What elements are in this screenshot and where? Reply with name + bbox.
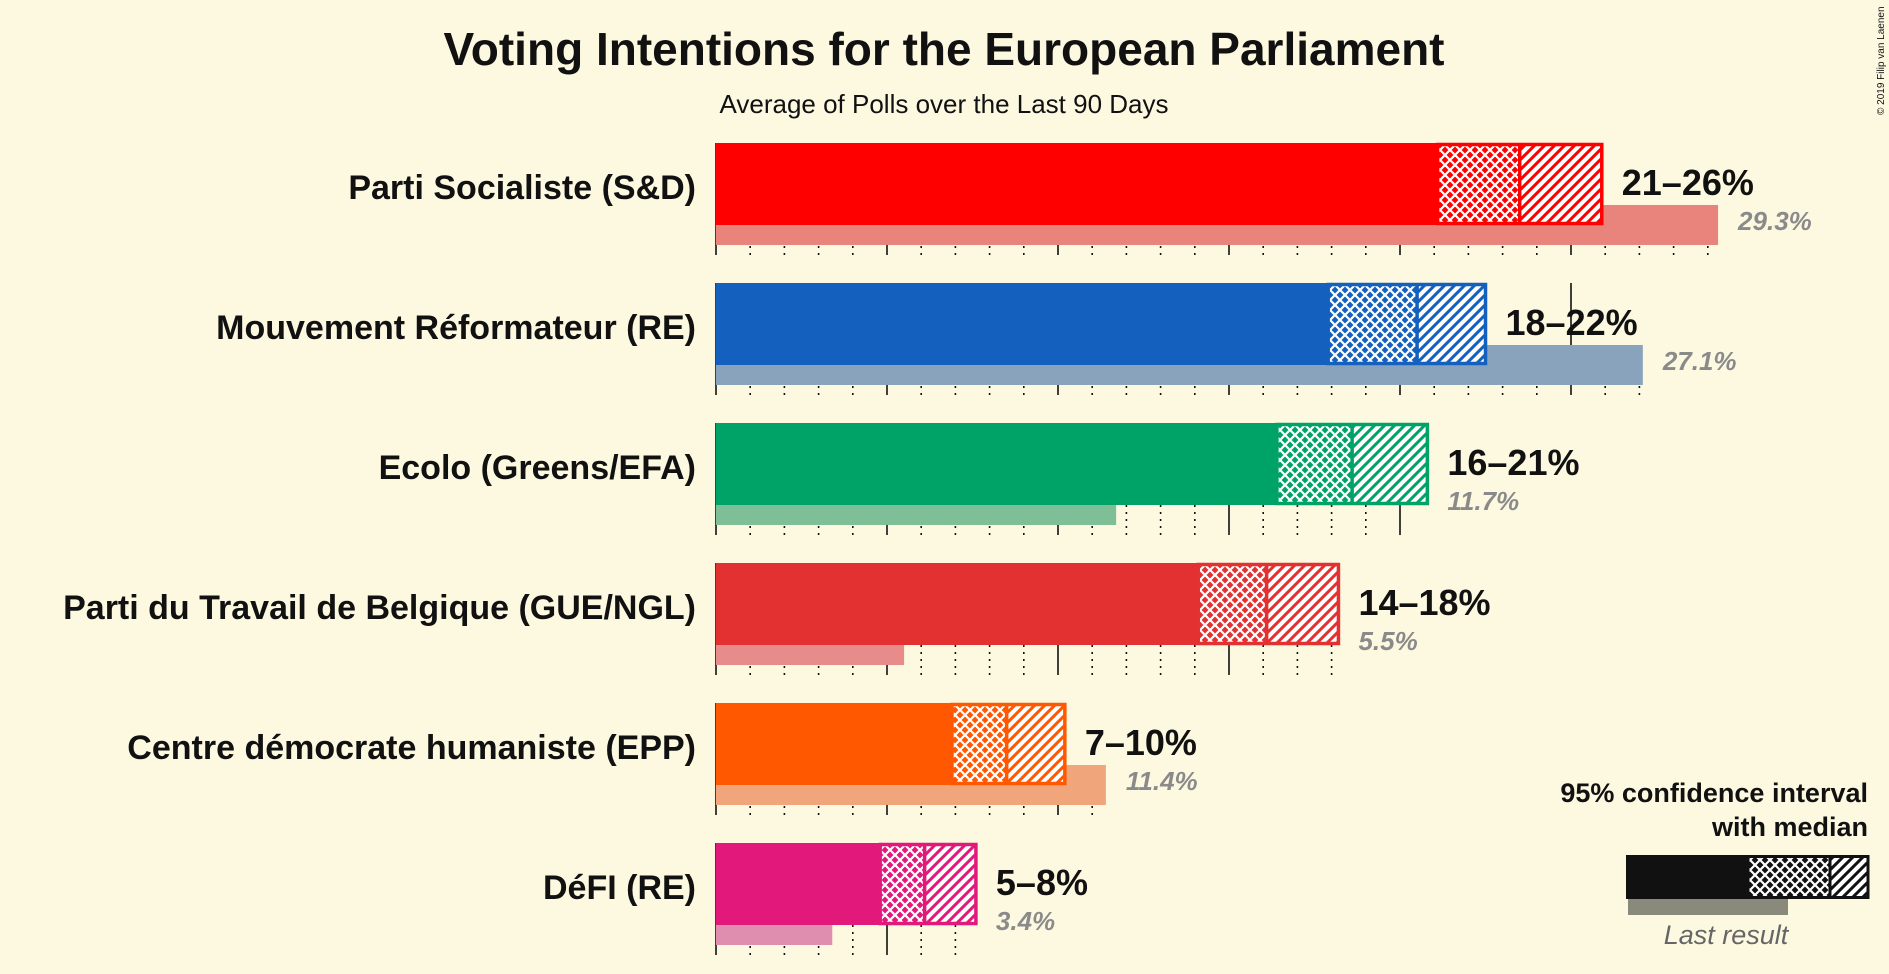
ci-upper-half-parti-socialiste-s-d xyxy=(1519,143,1602,225)
last-result-label-parti-du-travail-de-belgique-gue-ngl: 5.5% xyxy=(1358,626,1417,656)
category-label-ecolo-greens-efa: Ecolo (Greens/EFA) xyxy=(379,449,696,487)
ci-lower-half-parti-socialiste-s-d xyxy=(1437,143,1520,225)
legend-last-label: Last result xyxy=(1664,920,1790,950)
legend-solid-swatch xyxy=(1626,855,1748,899)
last-result-label-centre-d-mocrate-humaniste-epp: 11.4% xyxy=(1126,766,1198,796)
legend-hatch-swatch xyxy=(1830,855,1868,899)
category-label-parti-socialiste-s-d: Parti Socialiste (S&D) xyxy=(348,169,696,207)
ci-lower-half-ecolo-greens-efa xyxy=(1276,423,1353,505)
range-label-d-fi-re: 5–8% xyxy=(996,862,1088,903)
category-label-mouvement-r-formateur-re: Mouvement Réformateur (RE) xyxy=(216,309,696,347)
range-label-parti-du-travail-de-belgique-gue-ngl: 14–18% xyxy=(1358,582,1490,623)
ci-upper-half-centre-d-mocrate-humaniste-epp xyxy=(1006,703,1065,785)
ci-upper-half-d-fi-re xyxy=(924,843,976,925)
ci-low-bar-mouvement-r-formateur-re xyxy=(716,283,1329,365)
category-label-parti-du-travail-de-belgique-gue-ngl: Parti du Travail de Belgique (GUE/NGL) xyxy=(63,589,696,627)
chart-title: Voting Intentions for the European Parli… xyxy=(444,23,1445,75)
category-label-centre-d-mocrate-humaniste-epp: Centre démocrate humaniste (EPP) xyxy=(127,729,696,767)
legend-ci-outline xyxy=(1746,855,1870,899)
last-result-label-ecolo-greens-efa: 11.7% xyxy=(1447,486,1519,516)
copyright-note: © 2019 Filip van Laenen xyxy=(1876,6,1887,115)
legend-line-2: with median xyxy=(1711,812,1868,842)
ci-lower-half-mouvement-r-formateur-re xyxy=(1328,283,1418,365)
ci-outline-d-fi-re xyxy=(878,842,978,926)
range-label-parti-socialiste-s-d: 21–26% xyxy=(1622,162,1754,203)
last-result-label-parti-socialiste-s-d: 29.3% xyxy=(1737,206,1812,236)
category-label-d-fi-re: DéFI (RE) xyxy=(543,869,696,907)
ci-lower-half-d-fi-re xyxy=(880,843,925,925)
ci-low-bar-centre-d-mocrate-humaniste-epp xyxy=(716,703,952,785)
legend-cross-swatch xyxy=(1748,855,1830,899)
legend: 95% confidence interval with median Last… xyxy=(1560,778,1870,950)
ci-low-bar-parti-du-travail-de-belgique-gue-ngl xyxy=(716,563,1199,645)
legend-swatch xyxy=(1626,855,1870,915)
last-result-label-d-fi-re: 3.4% xyxy=(996,906,1055,936)
bars-group: Parti Socialiste (S&D) 21–26%29.3% Mouveme… xyxy=(63,142,1812,955)
legend-line-1: 95% confidence interval xyxy=(1560,778,1868,808)
chart-subtitle: Average of Polls over the Last 90 Days xyxy=(720,89,1169,119)
ci-lower-half-centre-d-mocrate-humaniste-epp xyxy=(951,703,1007,785)
ci-low-bar-ecolo-greens-efa xyxy=(716,423,1277,505)
ci-upper-half-mouvement-r-formateur-re xyxy=(1417,283,1486,365)
range-label-centre-d-mocrate-humaniste-epp: 7–10% xyxy=(1085,722,1197,763)
range-label-ecolo-greens-efa: 16–21% xyxy=(1447,442,1579,483)
ci-outline-mouvement-r-formateur-re xyxy=(1326,282,1488,366)
last-result-label-mouvement-r-formateur-re: 27.1% xyxy=(1662,346,1737,376)
ci-lower-half-parti-du-travail-de-belgique-gue-ngl xyxy=(1198,563,1267,645)
ci-upper-half-ecolo-greens-efa xyxy=(1352,423,1428,505)
range-label-mouvement-r-formateur-re: 18–22% xyxy=(1506,302,1638,343)
ci-upper-half-parti-du-travail-de-belgique-gue-ngl xyxy=(1266,563,1339,645)
ci-low-bar-parti-socialiste-s-d xyxy=(716,143,1438,225)
ci-low-bar-d-fi-re xyxy=(716,843,881,925)
